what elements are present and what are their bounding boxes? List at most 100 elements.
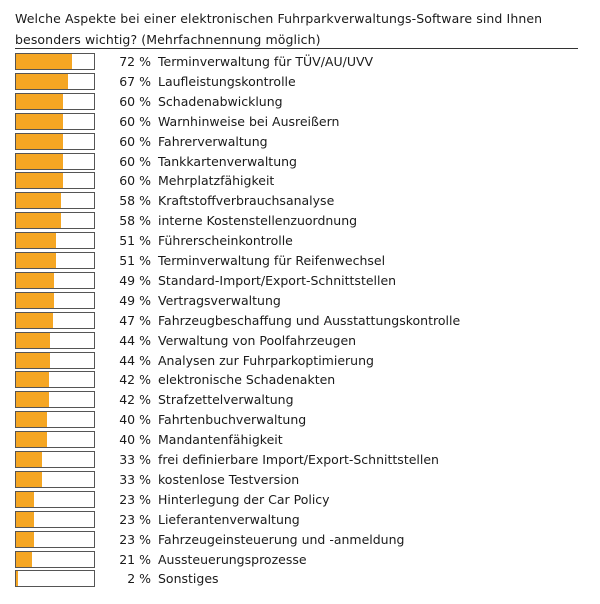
bar bbox=[16, 511, 34, 527]
bar-row: 60 % Mehrplatzfähigkeit bbox=[15, 171, 585, 191]
bar-row: 33 % kostenlose Testversion bbox=[15, 470, 585, 490]
bar-row: 60 % Tankkartenverwaltung bbox=[15, 152, 585, 172]
bar-frame bbox=[15, 172, 95, 190]
bar-value-label: 44 % bbox=[119, 332, 151, 348]
bar-row: 60 % Schadenabwicklung bbox=[15, 92, 585, 112]
bar bbox=[16, 392, 49, 408]
bar bbox=[16, 471, 42, 487]
category-label: Tankkartenverwaltung bbox=[158, 153, 297, 169]
bar-frame bbox=[15, 72, 95, 90]
bar-frame bbox=[15, 92, 95, 110]
bar-row: 51 % Terminverwaltung für Reifenwechsel bbox=[15, 251, 585, 271]
bar-frame bbox=[15, 53, 95, 70]
bar bbox=[16, 133, 63, 149]
bar-value-label: 2 % bbox=[127, 571, 151, 587]
bar-frame bbox=[15, 451, 95, 468]
bar-frame bbox=[15, 212, 95, 230]
bar-value-label: 23 % bbox=[119, 531, 151, 547]
category-label: Terminverwaltung für Reifenwechsel bbox=[158, 253, 386, 268]
bar bbox=[16, 233, 56, 249]
bar-row: 49 % Vertragsverwaltung bbox=[15, 291, 585, 311]
bar bbox=[16, 153, 63, 169]
category-label: Strafzettelverwaltung bbox=[158, 392, 294, 408]
category-label: Lieferantenverwaltung bbox=[158, 511, 300, 527]
bar bbox=[16, 332, 51, 348]
bar bbox=[16, 54, 73, 69]
bar-row: 60 % Fahrerverwaltung bbox=[15, 132, 585, 152]
category-label: frei definierbare Import/Export-Schnitts… bbox=[158, 452, 439, 467]
bar bbox=[16, 93, 63, 109]
bar-value-label: 33 % bbox=[119, 452, 151, 467]
category-label: Fahrtenbuchverwaltung bbox=[158, 412, 307, 428]
bar bbox=[16, 551, 33, 567]
bar-value-label: 51 % bbox=[119, 253, 151, 268]
bar-frame bbox=[15, 331, 95, 349]
bar-frame bbox=[15, 490, 95, 508]
bar bbox=[16, 272, 55, 288]
bar-value-label: 60 % bbox=[119, 133, 151, 149]
category-label: elektronische Schadenakten bbox=[158, 372, 336, 388]
category-label: Führerscheinkontrolle bbox=[158, 233, 293, 249]
bar-row: 42 % Strafzettelverwaltung bbox=[15, 390, 585, 410]
bar-value-label: 23 % bbox=[119, 511, 151, 527]
bar-row: 33 % frei definierbare Import/Export-Schn… bbox=[15, 450, 585, 470]
bar bbox=[16, 352, 51, 368]
category-label: Mandantenfähigkeit bbox=[158, 432, 283, 448]
bar bbox=[16, 213, 62, 229]
category-label: Fahrzeugbeschaffung und Ausstattungskont… bbox=[158, 312, 461, 328]
bar-row: 47 % Fahrzeugbeschaffung und Ausstattungs… bbox=[15, 311, 585, 331]
bar-value-label: 49 % bbox=[119, 292, 151, 308]
category-label: Mehrplatzfähigkeit bbox=[158, 173, 275, 189]
bar-row: 44 % Analysen zur Fuhrparkoptimierung bbox=[15, 351, 585, 371]
bar-value-label: 42 % bbox=[119, 392, 151, 408]
bar-value-label: 49 % bbox=[119, 272, 151, 288]
bar-frame bbox=[15, 232, 95, 250]
bar-frame bbox=[15, 411, 95, 429]
bar bbox=[16, 292, 55, 308]
bar-frame bbox=[15, 431, 95, 449]
category-label: Sonstiges bbox=[158, 571, 219, 587]
bar-row: 23 % Lieferantenverwaltung bbox=[15, 510, 585, 530]
bar-value-label: 21 % bbox=[119, 551, 151, 567]
category-label: Fahrzeugeinsteuerung und -anmeldung bbox=[158, 531, 405, 547]
chart-title: Welche Aspekte bei einer elektronischen … bbox=[15, 11, 543, 47]
bar-frame bbox=[15, 371, 95, 389]
bar-frame bbox=[15, 510, 95, 528]
bar bbox=[16, 113, 63, 129]
bar-value-label: 72 % bbox=[119, 54, 151, 69]
bar-frame bbox=[15, 271, 95, 289]
category-label: Terminverwaltung für TÜV/AU/UVV bbox=[158, 54, 374, 69]
bar-frame bbox=[15, 192, 95, 210]
bar bbox=[16, 193, 62, 209]
bar-value-label: 60 % bbox=[119, 173, 151, 189]
bar-row: 21 % Aussteuerungsprozesse bbox=[15, 550, 585, 570]
bar-value-label: 40 % bbox=[119, 412, 151, 428]
bar-value-label: 42 % bbox=[119, 372, 151, 388]
bar bbox=[16, 73, 69, 89]
bar-frame bbox=[15, 570, 95, 588]
category-label: Vertragsverwaltung bbox=[158, 292, 281, 308]
bar bbox=[16, 491, 34, 507]
bar bbox=[16, 173, 63, 189]
bar-row: 23 % Hinterlegung der Car Policy bbox=[15, 490, 585, 510]
category-label: Hinterlegung der Car Policy bbox=[158, 491, 330, 507]
bar-frame bbox=[15, 550, 95, 568]
bar-row: 2 % Sonstiges bbox=[15, 569, 585, 589]
category-label: kostenlose Testversion bbox=[158, 471, 300, 487]
bar-row: 72 % Terminverwaltung für TÜV/AU/UVV bbox=[15, 52, 585, 72]
bar-row: 40 % Fahrtenbuchverwaltung bbox=[15, 410, 585, 430]
bar-value-label: 40 % bbox=[119, 432, 151, 448]
bar-frame bbox=[15, 351, 95, 369]
title-divider bbox=[15, 48, 578, 49]
bar-frame bbox=[15, 391, 95, 409]
bar-row: 51 % Führerscheinkontrolle bbox=[15, 231, 585, 251]
bar-value-label: 60 % bbox=[119, 113, 151, 129]
bar-row: 40 % Mandantenfähigkeit bbox=[15, 430, 585, 450]
bar-value-label: 44 % bbox=[119, 352, 151, 368]
category-label: Schadenabwicklung bbox=[158, 93, 283, 109]
category-label: Warnhinweise bei Ausreißern bbox=[158, 113, 340, 129]
bar bbox=[16, 531, 34, 547]
bar bbox=[16, 432, 48, 448]
bar-frame bbox=[15, 112, 95, 130]
